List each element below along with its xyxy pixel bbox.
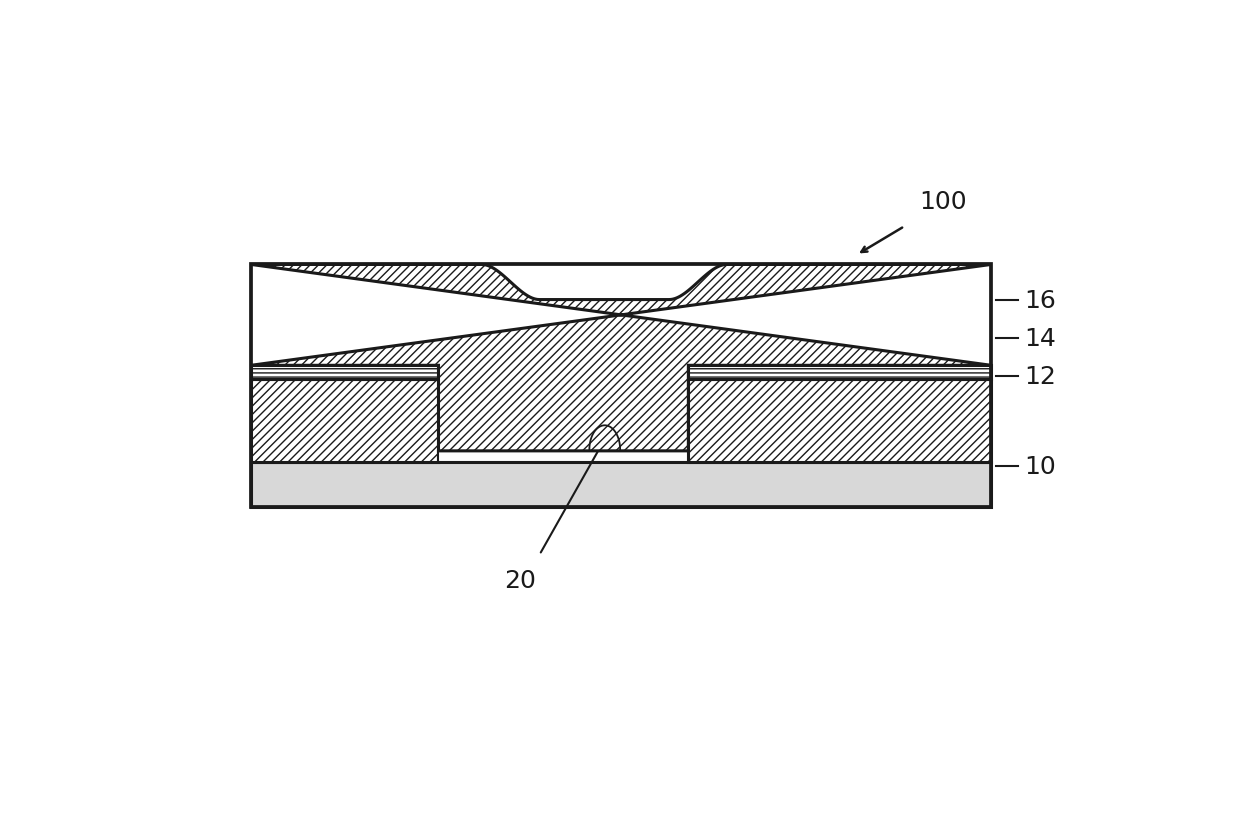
Bar — [250, 380, 439, 463]
Text: 100: 100 — [919, 190, 967, 214]
Bar — [439, 451, 688, 463]
Bar — [688, 366, 991, 380]
Bar — [688, 380, 991, 463]
Bar — [250, 366, 439, 380]
Bar — [688, 366, 991, 380]
Text: 10: 10 — [1024, 454, 1056, 478]
Text: 20: 20 — [505, 568, 536, 592]
Bar — [250, 380, 439, 463]
Bar — [250, 265, 991, 508]
Text: 16: 16 — [1024, 288, 1056, 312]
Bar — [250, 366, 439, 380]
Bar — [688, 380, 991, 463]
Text: 14: 14 — [1024, 326, 1056, 350]
Text: 12: 12 — [1024, 364, 1056, 388]
Bar — [250, 463, 991, 508]
Polygon shape — [250, 265, 991, 451]
